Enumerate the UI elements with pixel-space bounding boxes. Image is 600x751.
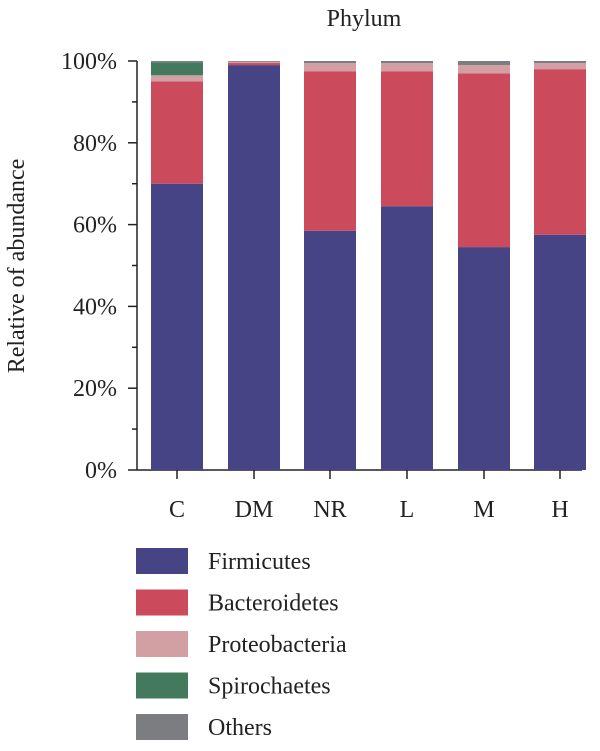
y-tick-label: 80% [73, 131, 117, 157]
y-axis-label: Relative of abundance [4, 159, 30, 374]
bar-segment-bacteroidetes [534, 69, 586, 235]
y-tick-label: 20% [73, 376, 117, 402]
bar-segment-proteobacteria [151, 75, 203, 82]
bar-segment-others [534, 61, 586, 64]
bar-segment-firmicutes [458, 247, 510, 470]
x-category-label: C [169, 497, 185, 523]
x-category-label: DM [235, 497, 274, 523]
bar-segment-proteobacteria [381, 63, 433, 72]
legend-swatch [136, 672, 188, 699]
legend-label: Firmicutes [208, 549, 311, 575]
legend-swatch [136, 548, 188, 574]
legend-swatch [136, 589, 188, 616]
axes: 0% 20% 40% 60% 80% 100% C DM NR L M H [61, 49, 582, 523]
x-category-label: H [551, 497, 568, 523]
legend-label: Bacteroidetes [208, 591, 339, 617]
legend-swatch [136, 714, 188, 740]
bar-segment-spirochaetes [151, 62, 203, 76]
y-tick-label: 0% [85, 458, 117, 484]
bar-segment-proteobacteria [534, 63, 586, 70]
x-category-label: M [473, 497, 494, 523]
y-tick-label: 60% [73, 213, 117, 239]
bar-segment-others [458, 61, 510, 66]
x-category-label: L [400, 497, 415, 523]
x-category-label: NR [313, 497, 346, 523]
legend-label: Others [208, 715, 272, 741]
bar-segment-others [381, 61, 433, 64]
y-tick-label: 100% [61, 49, 117, 75]
bar-segment-firmicutes [304, 230, 356, 470]
bar-segment-others [304, 61, 356, 64]
bars [151, 61, 586, 470]
bar-segment-firmicutes [151, 183, 203, 470]
bar-segment-bacteroidetes [458, 73, 510, 248]
bar-segment-bacteroidetes [304, 71, 356, 231]
legend-swatch [136, 631, 188, 657]
bar-segment-proteobacteria [228, 61, 280, 64]
bar-segment-firmicutes [381, 206, 433, 470]
chart-title: Phylum [327, 6, 402, 32]
legend-label: Spirochaetes [208, 674, 331, 700]
bar-segment-firmicutes [534, 234, 586, 470]
bar-segment-bacteroidetes [381, 71, 433, 207]
bar-segment-proteobacteria [304, 63, 356, 72]
legend-label: Proteobacteria [208, 632, 347, 658]
bar-segment-others [228, 61, 280, 62]
legend: Firmicutes Bacteroidetes Proteobacteria Spi… [136, 548, 347, 741]
y-tick-label: 40% [73, 294, 117, 320]
bar-segment-others [151, 61, 203, 63]
bar-segment-bacteroidetes [151, 81, 203, 184]
bar-segment-proteobacteria [458, 65, 510, 74]
bar-segment-firmicutes [228, 65, 280, 470]
bar-segment-bacteroidetes [228, 63, 280, 66]
